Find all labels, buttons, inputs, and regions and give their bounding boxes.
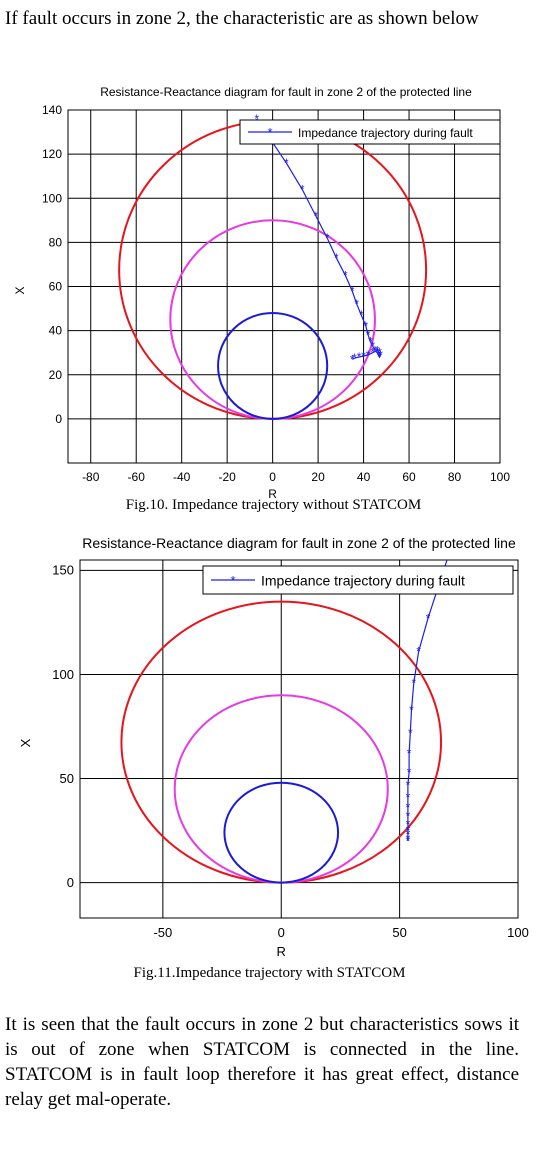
trajectory-point: * [343, 268, 348, 282]
conclusion-paragraph: It is seen that the fault occurs in zone… [5, 1014, 519, 1110]
trajectory-point: * [377, 346, 382, 360]
trajectory-point: * [406, 828, 411, 842]
legend-label: Impedance trajectory during fault [261, 573, 465, 589]
x-tick-label: 60 [402, 470, 416, 484]
x-tick-label: 50 [392, 925, 406, 940]
intro-paragraph: If fault occurs in zone 2, the character… [5, 8, 479, 29]
trajectory-point: * [407, 747, 412, 761]
trajectory-point: * [361, 349, 366, 363]
legend-label: Impedance trajectory during fault [298, 126, 473, 140]
y-tick-label: 100 [52, 667, 74, 682]
y-tick-label: 140 [42, 103, 62, 117]
trajectory-point: * [408, 726, 413, 740]
chart-title: Resistance-Reactance diagram for fault i… [100, 85, 472, 99]
legend-marker: * [230, 573, 235, 588]
trajectory-point: * [378, 348, 383, 362]
figure-caption-fig11: Fig.11.Impedance trajectory with STATCOM [133, 965, 406, 981]
x-tick-label: 0 [278, 925, 285, 940]
trajectory-point: * [407, 765, 412, 779]
figure-caption-fig10: Fig.10. Impedance trajectory without STA… [125, 497, 422, 513]
trajectory-point: * [377, 350, 382, 364]
trajectory-point: * [406, 778, 411, 792]
trajectory-point: * [354, 297, 359, 311]
trajectory-point: * [375, 343, 380, 357]
x-tick-label: -80 [82, 470, 100, 484]
trajectory-point: * [370, 339, 375, 353]
trajectory-point: * [406, 809, 411, 823]
trajectory-point: * [254, 112, 259, 126]
trajectory-point: * [366, 328, 371, 342]
y-tick-label: 0 [55, 412, 62, 426]
trajectory-line [256, 118, 382, 360]
trajectory-point: * [406, 824, 411, 838]
y-tick-label: 20 [49, 368, 63, 382]
inner-zone-circle [217, 311, 329, 420]
x-tick-label: -60 [128, 470, 146, 484]
trajectory-point: * [357, 350, 362, 364]
trajectory-point: * [325, 231, 330, 245]
legend-marker: * [267, 125, 272, 140]
y-tick-label: 100 [42, 191, 62, 205]
y-tick-label: 80 [49, 235, 63, 249]
plot-area [79, 559, 519, 919]
trajectory-point: * [352, 351, 357, 365]
trajectory-point: * [406, 790, 411, 804]
trajectory-point: * [313, 209, 318, 223]
trajectory-point: * [416, 645, 421, 659]
trajectory-point: * [411, 676, 416, 690]
trajectory-point: * [284, 156, 289, 170]
chart-fig11: Resistance-Reactance diagram for fault i… [18, 535, 529, 959]
chart-title: Resistance-Reactance diagram for fault i… [82, 535, 516, 551]
y-tick-label: 60 [49, 280, 63, 294]
x-tick-label: 100 [507, 925, 529, 940]
y-axis-label: X [13, 286, 27, 294]
trajectory-point: * [373, 343, 378, 357]
trajectory-point: * [406, 801, 411, 815]
trajectory-point: * [368, 335, 373, 349]
x-tick-label: 40 [357, 470, 371, 484]
trajectory-point: * [334, 251, 339, 265]
trajectory-point: * [300, 182, 305, 196]
trajectory-point: * [406, 817, 411, 831]
x-axis-label: R [277, 944, 286, 959]
x-axis-label: R [268, 487, 277, 501]
x-tick-label: 100 [490, 470, 510, 484]
trajectory-point: * [406, 832, 411, 846]
trajectory-point: * [366, 348, 371, 362]
trajectory-point: * [409, 703, 414, 717]
trajectory-point: * [375, 346, 380, 360]
x-tick-label: 0 [269, 470, 276, 484]
x-tick-label: 80 [448, 470, 462, 484]
y-tick-label: 50 [60, 771, 74, 786]
trajectory-point: * [370, 346, 375, 360]
inner-zone-circle [223, 781, 340, 884]
trajectory-point: * [376, 348, 381, 362]
trajectory-point: * [359, 308, 364, 322]
trajectory-point: * [350, 352, 355, 366]
y-tick-label: 120 [42, 147, 62, 161]
trajectory-point: * [445, 553, 450, 567]
trajectory-point: * [364, 319, 369, 333]
trajectory-point: * [350, 284, 355, 298]
x-tick-label: -50 [153, 925, 172, 940]
y-axis-label: X [18, 738, 33, 747]
y-tick-label: 150 [52, 563, 74, 578]
y-tick-label: 0 [67, 875, 74, 890]
trajectory-line [407, 560, 448, 841]
trajectory-point: * [426, 611, 431, 625]
x-tick-label: 20 [311, 470, 325, 484]
x-tick-label: -20 [218, 470, 236, 484]
chart-fig10: Resistance-Reactance diagram for fault i… [13, 85, 510, 501]
x-tick-label: -40 [173, 470, 191, 484]
y-tick-label: 40 [49, 324, 63, 338]
trajectory-point: * [406, 834, 411, 848]
